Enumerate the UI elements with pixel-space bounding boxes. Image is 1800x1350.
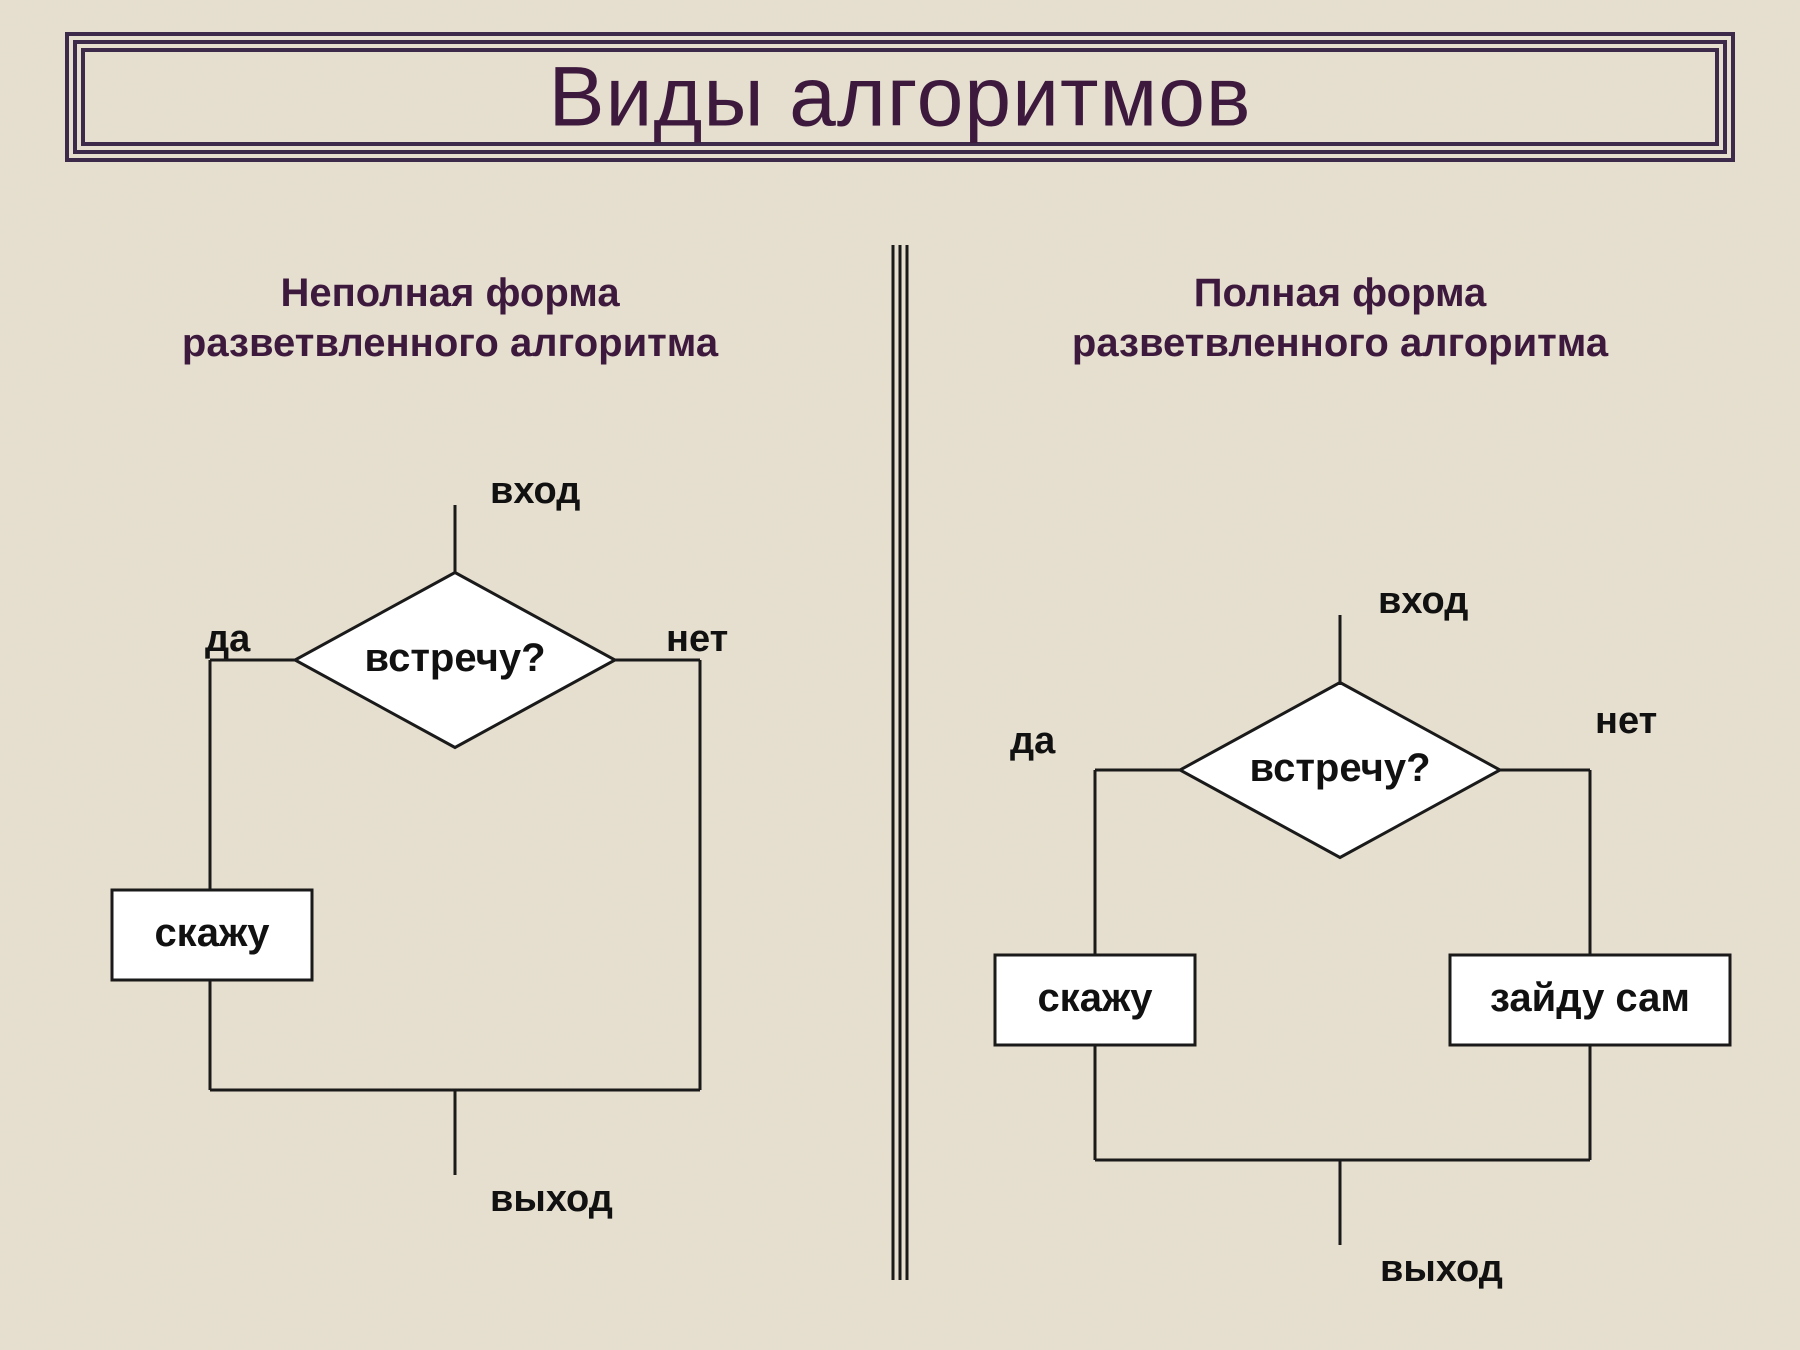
left-no-label: нет bbox=[666, 618, 728, 661]
left-action-label: скажу bbox=[112, 911, 312, 956]
right-action-yes-label: скажу bbox=[995, 976, 1195, 1021]
left-decision-label: встречу? bbox=[295, 636, 615, 681]
left-yes-label: да bbox=[205, 618, 250, 661]
right-yes-label: да bbox=[1010, 720, 1055, 763]
right-decision-label: встречу? bbox=[1180, 746, 1500, 791]
right-action-no-label: зайду сам bbox=[1450, 976, 1730, 1021]
left-exit-label: выход bbox=[490, 1178, 613, 1221]
right-entry-label: вход bbox=[1378, 580, 1468, 623]
flowcharts bbox=[0, 0, 1800, 1350]
right-exit-label: выход bbox=[1380, 1248, 1503, 1291]
left-entry-label: вход bbox=[490, 470, 580, 513]
right-no-label: нет bbox=[1595, 700, 1657, 743]
